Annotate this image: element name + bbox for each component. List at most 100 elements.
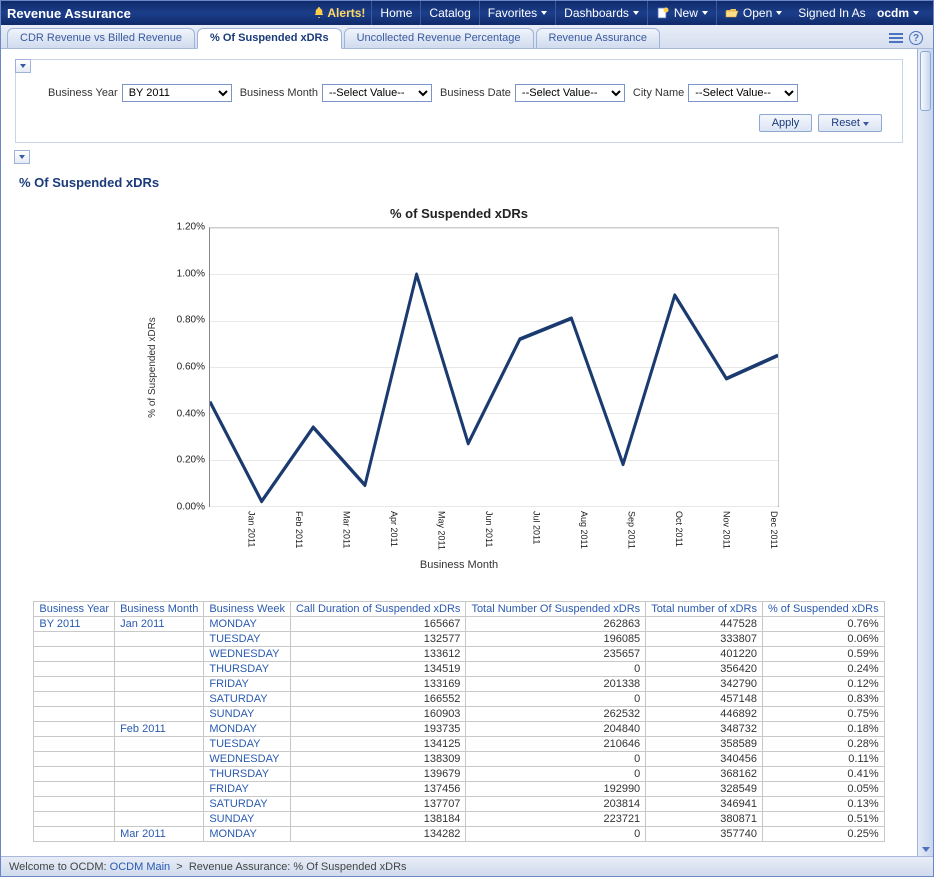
business-month-select[interactable]: --Select Value-- — [322, 84, 432, 102]
nav-new[interactable]: New — [647, 1, 716, 25]
app-header: Revenue Assurance Alerts! Home Catalog F… — [1, 1, 933, 25]
drill-link[interactable]: THURSDAY — [204, 767, 291, 782]
table-row: SUNDAY1381842237213808710.51% — [34, 812, 884, 827]
drill-link[interactable]: SATURDAY — [204, 692, 291, 707]
page-options-icon[interactable] — [889, 32, 903, 44]
drill-link[interactable]: WEDNESDAY — [204, 752, 291, 767]
business-year-select[interactable]: BY 2011 — [122, 84, 232, 102]
table-column-header[interactable]: Total number of xDRs — [646, 602, 763, 617]
breadcrumb-prefix: Welcome to OCDM: — [9, 861, 107, 873]
drill-link[interactable]: SATURDAY — [204, 797, 291, 812]
chevron-down-icon — [633, 11, 639, 15]
table-row: THURSDAY13451903564200.24% — [34, 662, 884, 677]
table-row: TUESDAY1325771960853338070.06% — [34, 632, 884, 647]
chevron-down-icon — [863, 122, 869, 126]
drill-link[interactable]: Mar 2011 — [115, 827, 204, 842]
scroll-down-icon[interactable] — [918, 842, 933, 856]
business-date-select[interactable]: --Select Value-- — [515, 84, 625, 102]
dashboard-tab-bar: CDR Revenue vs Billed Revenue% Of Suspen… — [1, 25, 933, 49]
detail-table: Business YearBusiness MonthBusiness Week… — [31, 601, 887, 842]
chevron-down-icon — [19, 155, 25, 159]
apply-button[interactable]: Apply — [759, 114, 813, 132]
drill-link[interactable]: TUESDAY — [204, 632, 291, 647]
table-column-header[interactable]: Call Duration of Suspended xDRs — [290, 602, 465, 617]
drill-link[interactable]: THURSDAY — [204, 662, 291, 677]
table-row: TUESDAY1341252106463585890.28% — [34, 737, 884, 752]
nav-favorites[interactable]: Favorites — [479, 1, 555, 25]
suspended-xdrs-chart: % of Suspended xDRs % of Suspended xDRs … — [139, 206, 779, 571]
new-doc-icon — [656, 7, 670, 19]
section-title: % Of Suspended xDRs — [1, 165, 917, 196]
filter-label: Business Month — [240, 87, 318, 99]
drill-link[interactable]: SUNDAY — [204, 707, 291, 722]
bell-icon — [314, 7, 324, 19]
vertical-scrollbar[interactable] — [917, 49, 933, 856]
drill-link[interactable]: Jan 2011 — [115, 617, 204, 632]
filter-business-month: Business Month --Select Value-- — [240, 84, 432, 102]
drill-link[interactable]: MONDAY — [204, 722, 291, 737]
table-column-header[interactable]: Business Month — [115, 602, 204, 617]
drill-link[interactable]: FRIDAY — [204, 677, 291, 692]
main-content: Business Year BY 2011 Business Month --S… — [1, 49, 917, 856]
reset-button[interactable]: Reset — [818, 114, 882, 132]
table-column-header[interactable]: % of Suspended xDRs — [762, 602, 884, 617]
table-row: SUNDAY1609032625324468920.75% — [34, 707, 884, 722]
signed-in-as[interactable]: Signed In As ocdm — [790, 1, 927, 25]
chart-x-axis-label: Business Month — [139, 559, 779, 571]
chevron-down-icon — [20, 64, 26, 68]
table-row: WEDNESDAY1336122356574012200.59% — [34, 647, 884, 662]
help-icon[interactable]: ? — [909, 31, 923, 45]
scrollbar-thumb[interactable] — [920, 51, 931, 111]
dashboard-tab[interactable]: CDR Revenue vs Billed Revenue — [7, 28, 195, 48]
breadcrumb-current: Revenue Assurance: % Of Suspended xDRs — [189, 861, 407, 873]
drill-link[interactable]: Feb 2011 — [115, 722, 204, 737]
table-row: FRIDAY1331692013383427900.12% — [34, 677, 884, 692]
collapse-panel-button[interactable] — [15, 59, 31, 73]
table-row: THURSDAY13967903681620.41% — [34, 767, 884, 782]
table-row: SATURDAY1377072038143469410.13% — [34, 797, 884, 812]
filter-label: Business Year — [48, 87, 118, 99]
nav-catalog[interactable]: Catalog — [420, 1, 478, 25]
folder-open-icon — [725, 7, 739, 19]
chevron-down-icon — [702, 11, 708, 15]
nav-home[interactable]: Home — [371, 1, 420, 25]
table-column-header[interactable]: Total Number Of Suspended xDRs — [466, 602, 646, 617]
alerts-link[interactable]: Alerts! — [308, 6, 371, 20]
collapse-section-button[interactable] — [14, 150, 30, 164]
nav-dashboards[interactable]: Dashboards — [555, 1, 647, 25]
chart-y-axis-label: % of Suspended xDRs — [147, 317, 158, 418]
drill-link[interactable]: MONDAY — [204, 827, 291, 842]
drill-link[interactable]: MONDAY — [204, 617, 291, 632]
chevron-down-icon — [541, 11, 547, 15]
chevron-down-icon — [913, 11, 919, 15]
filter-business-year: Business Year BY 2011 — [48, 84, 232, 102]
filter-label: City Name — [633, 87, 684, 99]
filter-business-date: Business Date --Select Value-- — [440, 84, 625, 102]
chevron-down-icon — [776, 11, 782, 15]
table-row: BY 2011Jan 2011MONDAY1656672628634475280… — [34, 617, 884, 632]
table-column-header[interactable]: Business Year — [34, 602, 115, 617]
dashboard-tab[interactable]: Uncollected Revenue Percentage — [344, 28, 534, 48]
drill-link[interactable]: FRIDAY — [204, 782, 291, 797]
table-row: Feb 2011MONDAY1937352048403487320.18% — [34, 722, 884, 737]
drill-link[interactable]: BY 2011 — [34, 617, 115, 632]
chart-title: % of Suspended xDRs — [139, 206, 779, 221]
table-column-header[interactable]: Business Week — [204, 602, 291, 617]
filter-city-name: City Name --Select Value-- — [633, 84, 798, 102]
nav-open[interactable]: Open — [716, 1, 790, 25]
breadcrumb-root-link[interactable]: OCDM Main — [110, 861, 171, 873]
dashboard-tab[interactable]: Revenue Assurance — [536, 28, 660, 48]
table-row: WEDNESDAY13830903404560.11% — [34, 752, 884, 767]
table-row: Mar 2011MONDAY13428203577400.25% — [34, 827, 884, 842]
drill-link[interactable]: WEDNESDAY — [204, 647, 291, 662]
alerts-label: Alerts! — [327, 6, 365, 20]
chart-y-ticks: 0.00%0.20%0.40%0.60%0.80%1.00%1.20% — [165, 227, 209, 507]
app-title: Revenue Assurance — [7, 6, 151, 21]
drill-link[interactable]: SUNDAY — [204, 812, 291, 827]
table-row: FRIDAY1374561929903285490.05% — [34, 782, 884, 797]
chart-plot-area — [209, 227, 779, 507]
drill-link[interactable]: TUESDAY — [204, 737, 291, 752]
breadcrumb-bar: Welcome to OCDM: OCDM Main > Revenue Ass… — [1, 856, 933, 876]
city-name-select[interactable]: --Select Value-- — [688, 84, 798, 102]
dashboard-tab[interactable]: % Of Suspended xDRs — [197, 28, 342, 49]
